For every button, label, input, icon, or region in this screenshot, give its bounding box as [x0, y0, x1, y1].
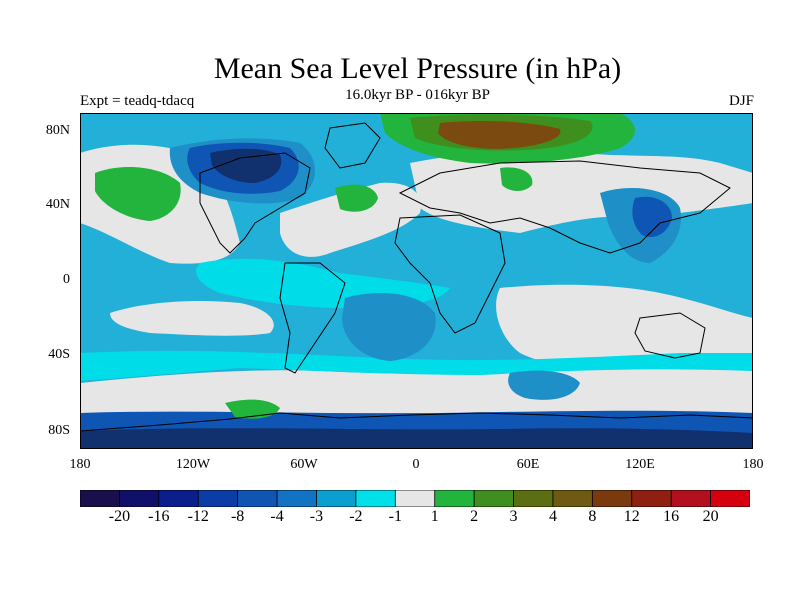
field-cyan-southern-ocean: [80, 350, 753, 381]
field-grey-south-indian: [496, 284, 753, 375]
coastline-greenland: [324, 122, 381, 169]
colorbar-swatch: [591, 490, 633, 507]
field-green-atlantic: [335, 184, 378, 212]
coastline-antarctica: [80, 412, 753, 432]
lon-label-60e: 60E: [516, 457, 540, 472]
colorbar-tick-label: -20: [108, 508, 131, 525]
field-brown-arctic: [438, 121, 561, 149]
colorbar-tick-label: -3: [309, 508, 324, 525]
colorbar-tick-label: 4: [548, 508, 557, 525]
colorbar-swatch: [276, 490, 318, 507]
colorbar-swatch: [552, 490, 593, 507]
map-subtitle: 16.0kyr BP - 016kyr BP: [345, 87, 490, 103]
season-label: DJF: [728, 93, 754, 109]
colorbar-swatch: [394, 490, 436, 507]
field-grey-south-pacific: [110, 301, 274, 336]
colorbar-tick-label: 1: [430, 508, 439, 525]
field-green-antarctic-west: [225, 399, 280, 419]
map-frame: [80, 113, 753, 449]
colorbar-swatch: [710, 490, 750, 507]
colorbar-swatch: [473, 490, 515, 507]
lat-label-40n: 40N: [45, 197, 70, 212]
lon-label-120e: 120E: [625, 457, 655, 472]
colorbar-swatch: [237, 490, 278, 507]
experiment-label: Expt = teadq-tdacq: [80, 93, 195, 109]
field-mid-blue-indian: [508, 370, 580, 400]
colorbar-swatch: [80, 490, 121, 507]
colorbar-tick-label: -12: [187, 508, 209, 525]
lon-label-120w: 120W: [175, 457, 211, 472]
colorbar-tick-label: -16: [148, 508, 170, 525]
colorbar-tick-label: 12: [623, 508, 640, 525]
colorbar-swatch: [316, 490, 357, 507]
coastline-eurasia: [398, 160, 731, 254]
colorbar-tick-label: -1: [388, 508, 402, 525]
coastline-africa: [394, 214, 506, 334]
colorbar-tick-label: 20: [702, 508, 719, 525]
field-mid-blue-south-atlantic: [342, 293, 436, 361]
lon-label-180w: 180: [69, 457, 91, 472]
coastline-north-america: [199, 152, 311, 254]
colorbar-tick-label: -4: [270, 508, 284, 525]
colorbar-tick-label: 8: [588, 508, 597, 525]
colorbar-swatch: [158, 490, 199, 507]
colorbar-swatch: [631, 490, 672, 507]
colorbar-tick-label: 3: [509, 508, 518, 525]
lat-label-80n: 80N: [45, 123, 70, 138]
colorbar-tick-label: -8: [230, 508, 245, 525]
coastline-south-america: [279, 262, 346, 374]
colorbar-swatch: [355, 490, 396, 507]
map-title: Mean Sea Level Pressure (in hPa): [213, 52, 622, 85]
field-deep-blue-canada: [210, 148, 282, 183]
lon-label-180e: 180: [742, 457, 764, 472]
coastline-australia: [634, 312, 706, 359]
colorbar-tick-label: -2: [349, 508, 363, 525]
colorbar: [80, 490, 750, 507]
lat-label-40s: 40S: [48, 347, 70, 362]
field-green-siberia: [500, 167, 533, 191]
colorbar-swatch: [119, 490, 160, 507]
lon-label-60w: 60W: [290, 457, 318, 472]
colorbar-tick-label: 16: [663, 508, 680, 525]
colorbar-tick-label: 2: [470, 508, 479, 525]
colorbar-swatch: [670, 490, 712, 507]
field-grey-north-atlantic: [280, 182, 421, 257]
field-deep-blue-antarctic: [80, 428, 753, 449]
colorbar-swatch: [197, 490, 239, 507]
pressure-anomaly-map: [80, 113, 753, 449]
colorbar-swatch: [434, 490, 475, 507]
colorbar-swatch: [513, 490, 554, 507]
lat-label-80s: 80S: [48, 423, 70, 438]
lon-label-0: 0: [412, 457, 420, 472]
field-blue-japan: [632, 196, 672, 238]
lat-label-0: 0: [63, 272, 70, 287]
field-green-north-pacific: [95, 167, 181, 221]
